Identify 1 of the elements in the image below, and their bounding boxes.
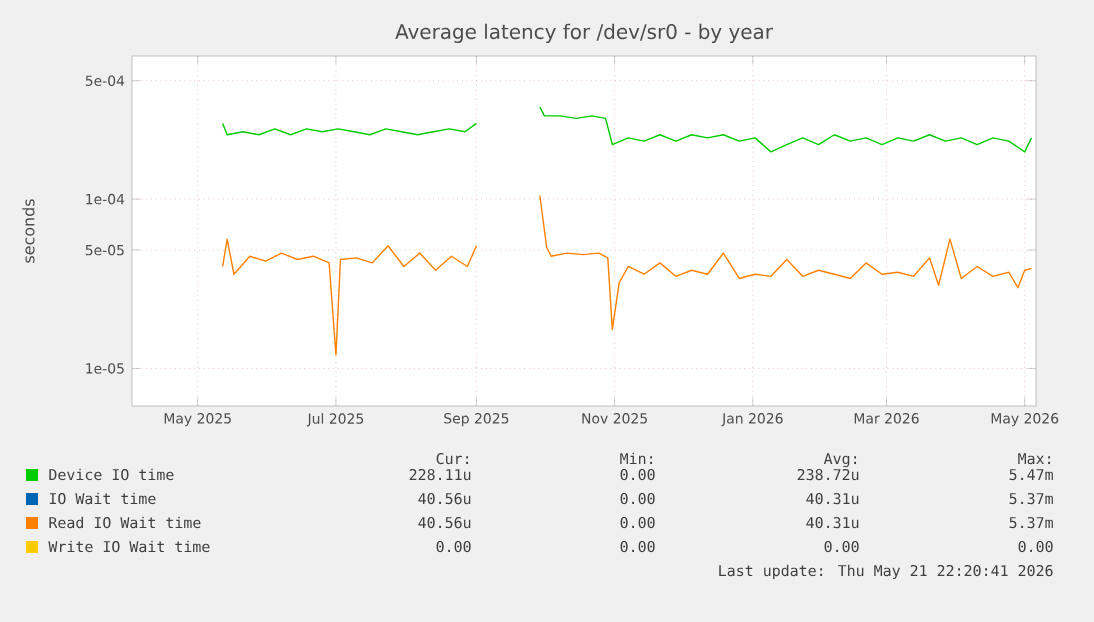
chart-title: Average latency for /dev/sr0 - by year: [395, 23, 773, 44]
